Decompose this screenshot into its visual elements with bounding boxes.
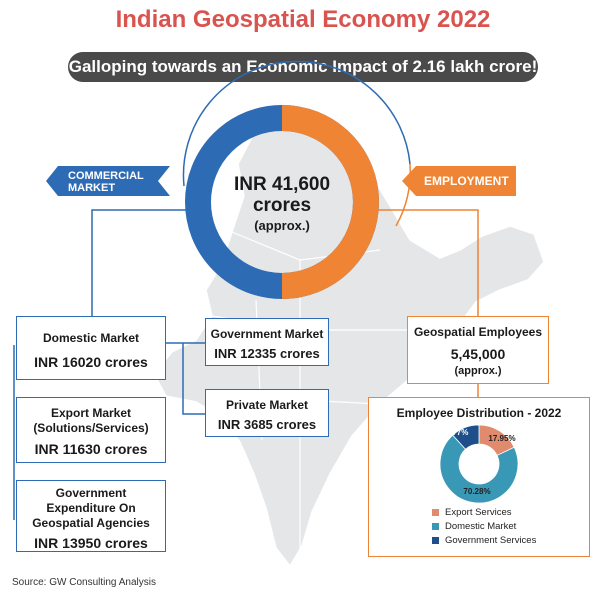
legend-label-government: Government Services [445,535,537,546]
export-label2: (Solutions/Services) [33,421,149,435]
gov-market-label: Government Market [210,327,324,341]
gov-exp-label2: Expenditure On [46,501,136,515]
domestic-market-box: Domestic Market INR 16020 crores [16,316,166,380]
domestic-value: INR 16020 crores [34,354,148,370]
gov-exp-label3: Geospatial Agencies [32,516,150,530]
employees-label: Geospatial Employees [413,325,543,339]
private-market-box: Private Market INR 3685 crores [205,389,329,437]
legend-government-services: Government Services [432,535,536,546]
gov-exp-label1: Government [55,486,127,500]
label-domestic-market: 70.28% [463,487,490,496]
export-market-box: Export Market (Solutions/Services) INR 1… [16,397,166,463]
private-market-value: INR 3685 crores [217,417,317,432]
employee-distribution-chart: 17.95% 70.28% 11.77% [439,424,519,504]
legend-swatch-domestic [432,522,439,530]
distribution-title: Employee Distribution - 2022 [396,406,562,420]
legend-swatch-export [432,508,439,516]
total-value: INR 41,600 [233,174,331,195]
label-export-services: 17.95% [488,434,515,443]
export-label1: Export Market [50,406,132,420]
legend-domestic-market: Domestic Market [432,521,516,532]
legend-export-services: Export Services [432,507,512,518]
slice-domestic-market [439,434,519,504]
legend-label-export: Export Services [445,507,512,518]
government-market-box: Government Market INR 12335 crores [205,318,329,366]
label-government-services: 11.77% [442,428,469,437]
source-note: Source: GW Consulting Analysis [12,577,156,588]
gov-market-value: INR 12335 crores [214,346,320,361]
headline-banner: Galloping towards an Economic Impact of … [68,52,538,82]
employees-note: (approx.) [454,365,502,377]
total-economy-value: INR 41,600 crores (approx.) [212,174,352,233]
geospatial-employees-box: Geospatial Employees 5,45,000 (approx.) [407,316,549,384]
employment-tag-label: EMPLOYMENT [424,174,509,188]
employee-distribution-box: Employee Distribution - 2022 [368,397,590,557]
export-value: INR 11630 crores [34,441,148,457]
employment-tag [402,166,516,196]
employees-value: 5,45,000 [450,346,506,362]
commercial-market-tag [46,166,170,196]
legend-label-domestic: Domestic Market [445,521,517,532]
page-title: Indian Geospatial Economy 2022 [115,6,491,33]
gov-exp-value: INR 13950 crores [34,535,148,551]
slice-government-services [452,424,480,450]
domestic-label: Domestic Market [42,331,140,345]
commercial-tag-line2: MARKET [68,182,116,194]
total-approx: (approx.) [254,218,310,233]
commercial-tag-line1: COMMERCIAL [68,170,144,182]
legend-swatch-government [432,536,439,544]
total-economy-donut [185,105,379,299]
total-unit: crores [252,195,312,216]
private-market-label: Private Market [225,398,309,412]
gov-expenditure-box: Government Expenditure On Geospatial Age… [16,480,166,552]
